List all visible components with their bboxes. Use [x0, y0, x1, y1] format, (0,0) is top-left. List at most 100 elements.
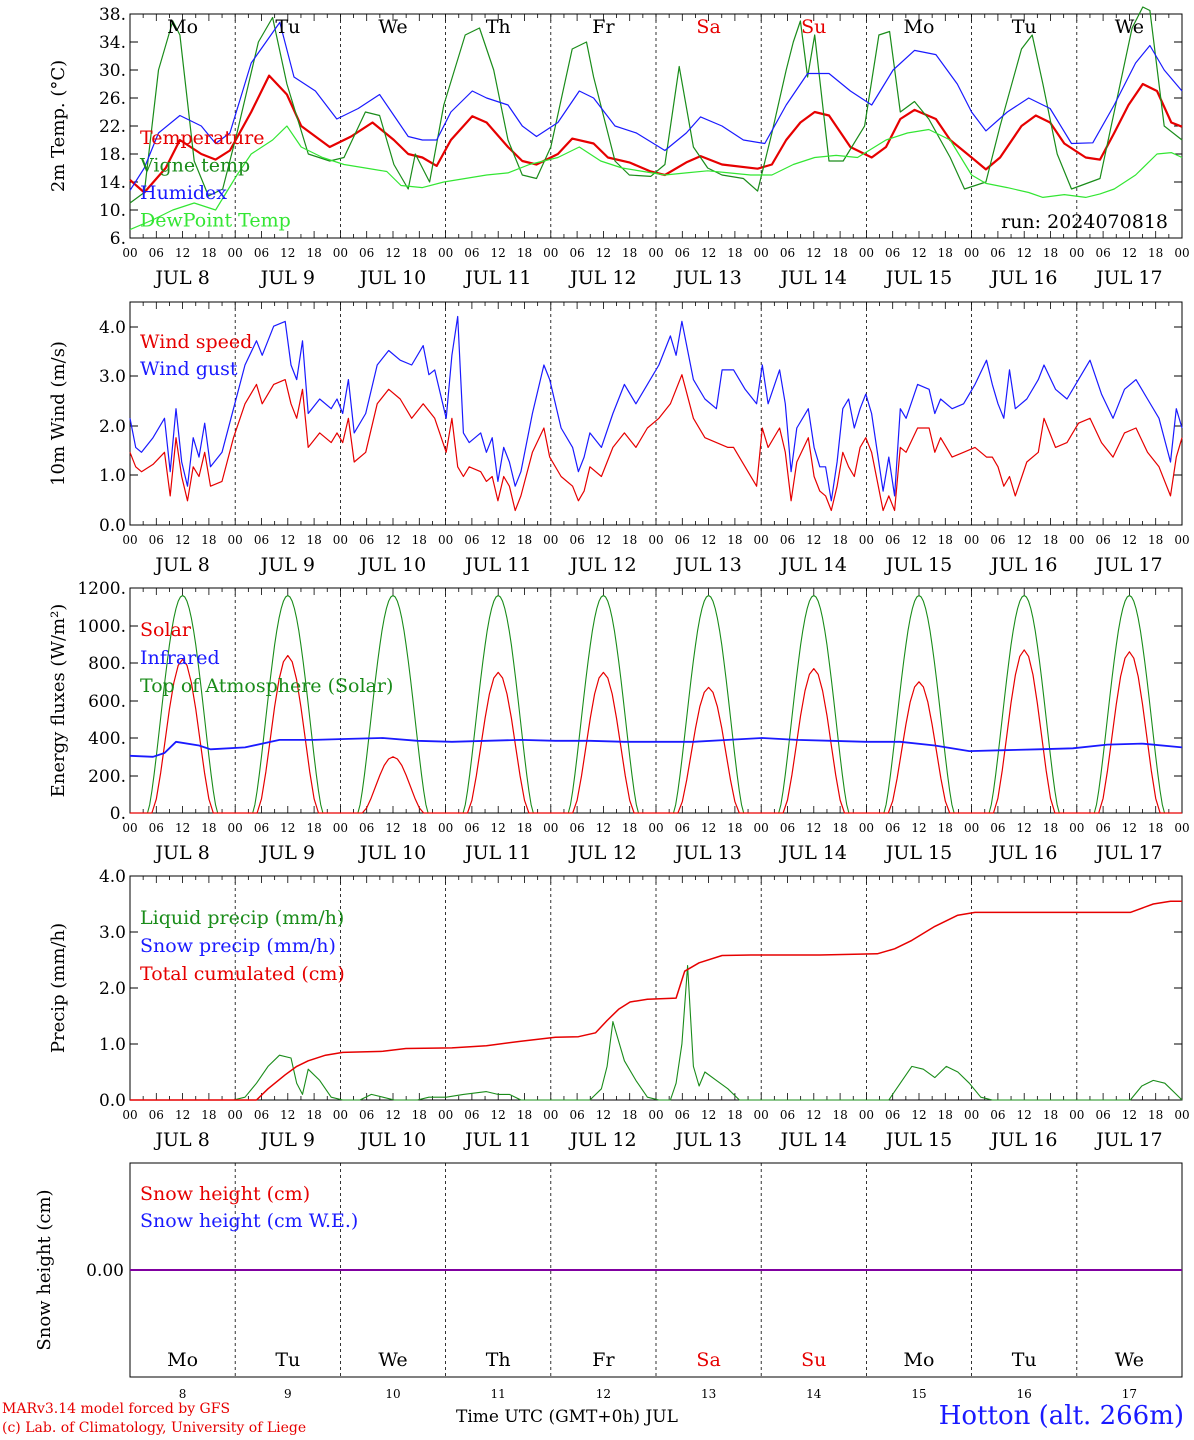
series-humidex: [129, 21, 1183, 191]
hour-label: 06: [885, 821, 900, 835]
hour-label: 00: [333, 533, 348, 547]
hour-label: 18: [517, 533, 532, 547]
hour-label: 18: [306, 1108, 321, 1122]
weekday-label: We: [378, 16, 407, 38]
weekday-label: Tu: [1012, 16, 1037, 38]
hour-label: 18: [306, 533, 321, 547]
weekday-label: Mo: [904, 16, 935, 38]
date-label: JUL 11: [463, 267, 531, 289]
hour-label: 18: [201, 246, 216, 260]
day-number-label: 16: [1017, 1387, 1032, 1401]
y-tick-label: 0.0: [99, 1091, 126, 1111]
hour-label: 06: [569, 1108, 584, 1122]
hour-label: 12: [1122, 821, 1137, 835]
date-label: JUL 9: [259, 267, 315, 289]
y-tick-label: 1.0: [99, 1035, 126, 1055]
day-number-label: 11: [491, 1387, 506, 1401]
date-label: JUL 14: [779, 1129, 847, 1151]
hour-label: 00: [543, 821, 558, 835]
y-tick-label: 1.0: [99, 466, 126, 486]
hour-label: 12: [175, 821, 190, 835]
hour-label: 12: [385, 1108, 400, 1122]
hour-label: 12: [385, 246, 400, 260]
series-infrared: [129, 737, 1183, 758]
hour-label: 06: [675, 1108, 690, 1122]
hour-label: 18: [938, 533, 953, 547]
y-tick-label: 4.0: [99, 318, 126, 338]
hour-label: 12: [175, 246, 190, 260]
y-tick-label: 22.: [99, 117, 126, 137]
hour-label: 18: [412, 246, 427, 260]
hour-label: 18: [832, 246, 847, 260]
y-tick-label: 18.: [99, 145, 126, 165]
hour-label: 12: [280, 533, 295, 547]
hour-label: 18: [1148, 533, 1163, 547]
day-number-label: 17: [1122, 1387, 1137, 1401]
hour-label: 18: [622, 821, 637, 835]
hour-label: 06: [254, 533, 269, 547]
y-tick-label: 26.: [99, 89, 126, 109]
hour-label: 18: [517, 821, 532, 835]
hour-label: 00: [859, 533, 874, 547]
legend-item: Wind speed: [140, 331, 252, 353]
hour-label: 12: [1122, 246, 1137, 260]
hour-label: 12: [491, 821, 506, 835]
hour-label: 12: [701, 246, 716, 260]
y-tick-label: 800.: [88, 654, 126, 674]
series-total-cumulated: [130, 900, 1182, 1101]
weekday-label: Su: [801, 16, 826, 38]
hour-label: 18: [201, 533, 216, 547]
date-label: JUL 13: [673, 267, 741, 289]
hour-label: 00: [438, 821, 453, 835]
hour-label: 12: [806, 1108, 821, 1122]
hour-label: 00: [1069, 533, 1084, 547]
legend-item: DewPoint Temp: [140, 210, 291, 232]
y-tick-label: 0.0: [99, 516, 126, 536]
date-label: JUL 16: [989, 554, 1057, 576]
hour-label: 12: [806, 821, 821, 835]
hour-label: 00: [1174, 246, 1189, 260]
hour-label: 00: [754, 533, 769, 547]
hour-label: 06: [149, 821, 164, 835]
hour-label: 06: [569, 533, 584, 547]
hour-label: 12: [1122, 533, 1137, 547]
hour-label: 00: [543, 246, 558, 260]
date-label: JUL 16: [989, 1129, 1057, 1151]
weekday-label: We: [1115, 1349, 1144, 1371]
hour-label: 12: [596, 1108, 611, 1122]
weekday-label: Sa: [696, 1349, 720, 1371]
hour-label: 00: [754, 1108, 769, 1122]
legend-item: Vigne temp: [139, 155, 250, 177]
hour-label: 18: [938, 1108, 953, 1122]
weekday-label: Mo: [167, 1349, 198, 1371]
weekday-label: Sa: [696, 16, 720, 38]
hour-label: 06: [1095, 533, 1110, 547]
hour-label: 00: [122, 1108, 137, 1122]
hour-label: 12: [701, 533, 716, 547]
hour-label: 18: [938, 246, 953, 260]
hour-label: 18: [201, 821, 216, 835]
hour-label: 18: [1148, 821, 1163, 835]
hour-label: 18: [201, 1108, 216, 1122]
date-label: JUL 10: [358, 842, 426, 864]
y-axis-label: Snow height (cm): [34, 1189, 55, 1350]
date-label: JUL 14: [779, 554, 847, 576]
hour-label: 06: [149, 1108, 164, 1122]
legend-item: Snow height (cm W.E.): [140, 1210, 358, 1232]
hour-label: 00: [333, 1108, 348, 1122]
hour-label: 00: [438, 246, 453, 260]
series-vigne-temp: [129, 6, 1183, 204]
y-tick-label: 3.0: [99, 367, 126, 387]
hour-label: 06: [990, 1108, 1005, 1122]
hour-label: 06: [569, 246, 584, 260]
hour-label: 06: [780, 246, 795, 260]
hour-label: 12: [1017, 533, 1032, 547]
weekday-label: Fr: [592, 1349, 615, 1371]
y-tick-label: 200.: [88, 767, 126, 787]
series-wind-speed: [129, 374, 1183, 512]
y-tick-label: 10.: [99, 201, 126, 221]
date-label: JUL 9: [259, 554, 315, 576]
weekday-label: Tu: [1012, 1349, 1037, 1371]
hour-label: 12: [175, 533, 190, 547]
